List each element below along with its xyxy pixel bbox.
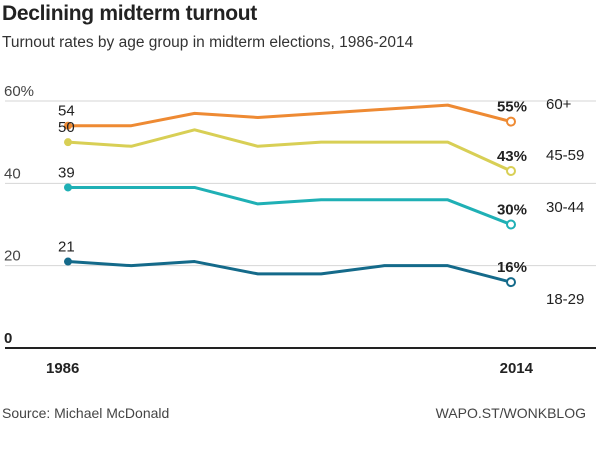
chart-title: Declining midterm turnout xyxy=(2,2,258,25)
start-value-label: 39 xyxy=(58,164,75,181)
series-name-label: 60+ xyxy=(546,96,572,113)
end-point xyxy=(506,277,516,288)
end-point xyxy=(506,165,516,176)
x-tick-label: 1986 xyxy=(46,360,79,377)
end-point xyxy=(506,116,516,127)
end-value-label: 55% xyxy=(497,99,527,116)
start-value-label: 54 xyxy=(58,103,75,120)
chart-subtitle: Turnout rates by age group in midterm el… xyxy=(2,34,414,51)
start-point xyxy=(64,121,72,130)
series-name-label: 45-59 xyxy=(546,147,584,164)
y-tick-label: 60% xyxy=(4,83,34,100)
line-chart: 0 20 40 60% 1986 2014 54 55% 50 43% 39 30% 21 16% 60+ 4… xyxy=(4,83,596,377)
start-point xyxy=(64,138,72,147)
end-value-label: 16% xyxy=(497,259,527,276)
series-line xyxy=(67,260,512,284)
start-point xyxy=(64,257,72,266)
series-line xyxy=(68,185,512,226)
series-line xyxy=(68,103,512,128)
y-tick-label: 0 xyxy=(4,330,12,347)
source-note: Source: Michael McDonald xyxy=(2,405,170,421)
series-name-label: 18-29 xyxy=(546,291,584,308)
start-value-label: 50 xyxy=(58,119,75,136)
x-tick-label: 2014 xyxy=(500,360,534,377)
end-value-label: 43% xyxy=(497,148,527,165)
end-point xyxy=(506,219,516,230)
y-tick-label: 20 xyxy=(4,248,21,265)
start-value-label: 21 xyxy=(58,239,75,256)
series-line xyxy=(67,128,512,173)
start-point xyxy=(64,183,72,192)
credit-link[interactable]: WAPO.ST/WONKBLOG xyxy=(435,405,586,421)
series-name-label: 30-44 xyxy=(546,199,584,216)
y-tick-label: 40 xyxy=(4,165,21,182)
end-value-label: 30% xyxy=(497,202,527,219)
